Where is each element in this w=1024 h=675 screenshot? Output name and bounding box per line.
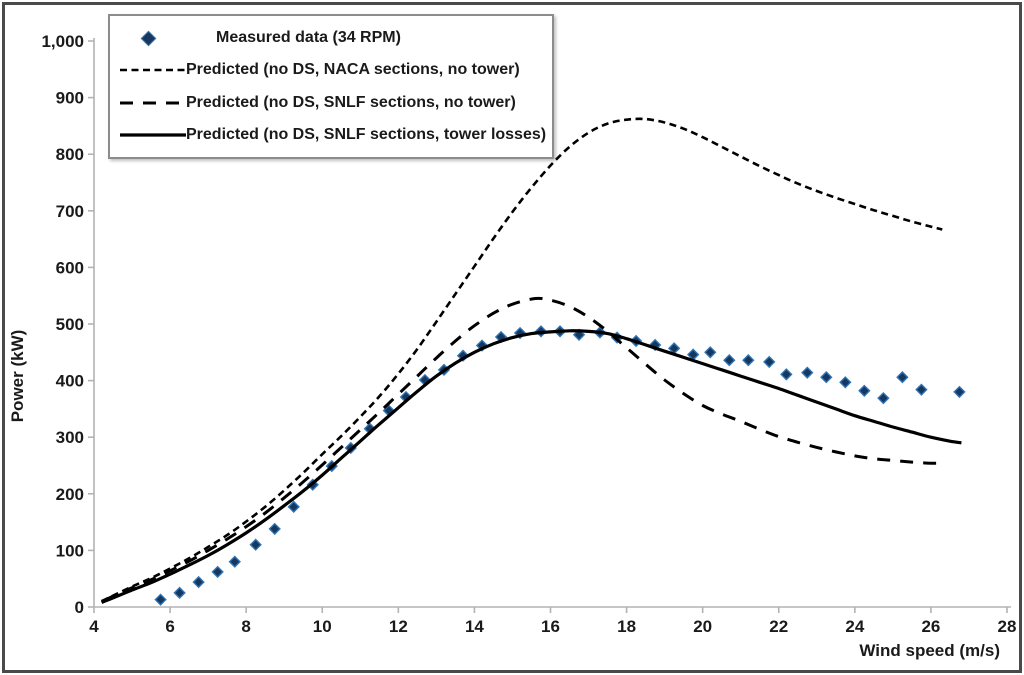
x-axis-title: Wind speed (m/s) (859, 641, 1000, 660)
measured-data-point (896, 371, 909, 384)
x-tick-label: 12 (389, 617, 408, 636)
y-tick-label: 100 (56, 541, 84, 560)
legend-label-snlf: Predicted (no DS, SNLF sections, no towe… (186, 93, 516, 111)
axes: 0 100 200 300 400 500 600 700 800 900 1,000 4 6 8 10 12… (41, 32, 1016, 636)
legend: Measured data (34 RPM) Predicted (no DS,… (108, 14, 554, 159)
x-tick-label: 22 (769, 617, 788, 636)
y-tick-label: 500 (56, 315, 84, 334)
legend-row-snlf: Predicted (no DS, SNLF sections, no towe… (110, 88, 552, 118)
series-line-3 (100, 329, 962, 604)
legend-label-measured: Measured data (34 RPM) (216, 29, 401, 47)
measured-data-point (858, 384, 871, 397)
measured-data-point (211, 565, 224, 579)
x-tick-label: 26 (921, 617, 940, 636)
legend-label-naca: Predicted (no DS, NACA sections, no towe… (186, 61, 520, 79)
measured-data-point (742, 354, 755, 367)
series-line-1 (101, 117, 943, 603)
y-axis-title: Power (kW) (8, 329, 27, 423)
measured-data-point (953, 385, 966, 399)
measured-data-point (915, 383, 928, 396)
legend-row-snlf-tower: Predicted (no DS, SNLF sections, tower l… (110, 120, 552, 150)
y-tick-label: 200 (56, 485, 84, 504)
y-tick-label: 700 (56, 202, 84, 221)
y-tick-label: 600 (56, 258, 84, 277)
y-tick-label: 300 (56, 428, 84, 447)
measured-data-point (228, 555, 241, 568)
x-tick-label: 10 (313, 617, 332, 636)
measured-data-point (154, 593, 167, 606)
long-dash-line-icon (110, 100, 186, 106)
legend-label-snlf-tower: Predicted (no DS, SNLF sections, tower l… (186, 125, 547, 143)
x-tick-label: 8 (241, 617, 250, 636)
measured-data-point (268, 522, 281, 536)
fine-dash-line-icon (110, 67, 186, 73)
x-tick-label: 4 (89, 617, 99, 636)
y-tick-label: 400 (56, 372, 84, 391)
measured-data-point (173, 586, 186, 600)
legend-row-measured: Measured data (34 RPM) (110, 23, 552, 53)
measured-data-point (877, 391, 890, 405)
measured-data-point (801, 366, 814, 379)
y-tick-label: 900 (56, 89, 84, 108)
measured-data-point (763, 355, 776, 369)
measured-data-point (287, 500, 300, 514)
measured-data-point (839, 376, 852, 389)
x-tick-label: 14 (465, 617, 484, 636)
series-line-2 (101, 296, 947, 603)
measured-diamond-icon (110, 30, 186, 46)
y-tick-label: 800 (56, 145, 84, 164)
x-tick-label: 6 (165, 617, 174, 636)
x-tick-label: 28 (998, 617, 1017, 636)
x-tick-label: 24 (845, 617, 864, 636)
legend-row-naca: Predicted (no DS, NACA sections, no towe… (110, 55, 552, 85)
measured-data-point (723, 354, 736, 367)
y-tick-label: 1,000 (41, 32, 84, 51)
measured-data-point (249, 538, 262, 551)
x-tick-label: 16 (541, 617, 560, 636)
solid-line-icon (110, 132, 186, 138)
series-scatter-0 (154, 325, 966, 606)
measured-data-point (192, 575, 205, 589)
measured-data-point (780, 368, 793, 381)
x-tick-label: 20 (693, 617, 712, 636)
measured-data-point (820, 371, 833, 384)
y-tick-label: 0 (75, 598, 84, 617)
measured-data-point (704, 346, 717, 359)
x-tick-label: 18 (617, 617, 636, 636)
